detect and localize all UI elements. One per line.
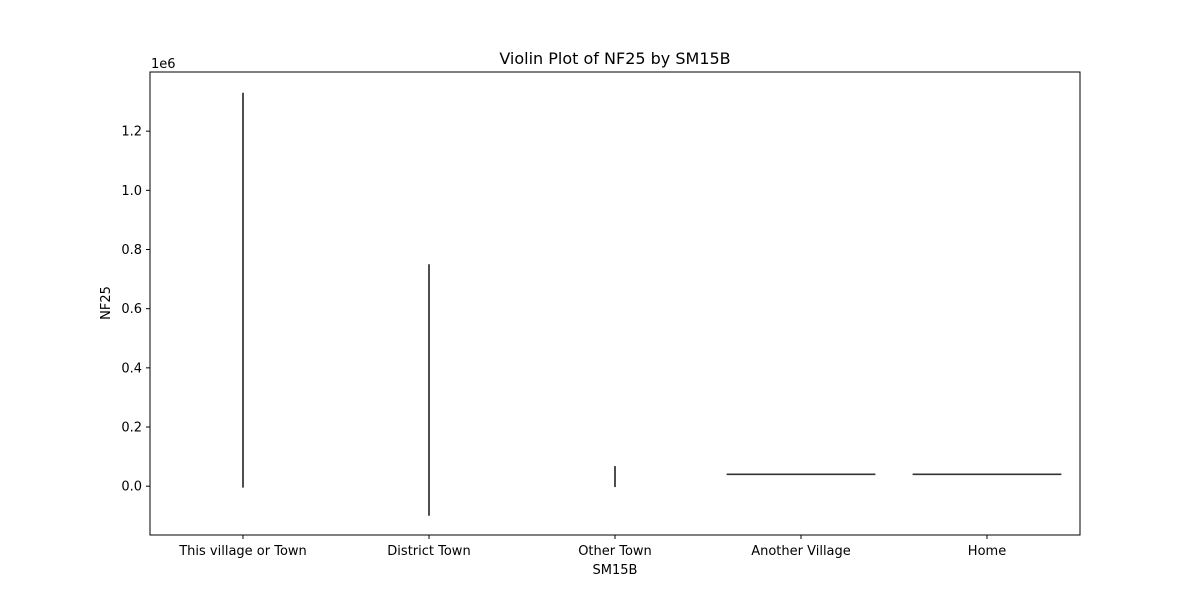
plot-frame [149,71,1081,536]
chart-title: Violin Plot of NF25 by SM15B [499,49,730,68]
y-tick-label: 1.0 [121,184,142,199]
y-axis-label: NF25 [99,286,114,320]
x-tick-label: Home [968,544,1006,559]
y-tick-label: 1.2 [121,125,142,140]
violin-marks [242,92,1062,516]
x-axis-label: SM15B [593,563,638,578]
x-tick-label: This village or Town [178,544,307,559]
x-tick-label: Other Town [578,544,652,559]
x-tick-label: Another Village [751,544,851,559]
y-tick-label: 0.4 [121,361,142,376]
axis-ticks: 0.0 0.2 0.4 0.6 0.8 1.0 1.2 This village or Tow… [121,125,1006,559]
y-tick-label: 0.2 [121,421,142,436]
y-tick-label: 0.8 [121,243,142,258]
y-tick-label: 0.0 [121,480,142,495]
x-tick-label: District Town [387,544,470,559]
y-offset-label: 1e6 [151,57,176,72]
y-tick-label: 0.6 [121,302,142,317]
